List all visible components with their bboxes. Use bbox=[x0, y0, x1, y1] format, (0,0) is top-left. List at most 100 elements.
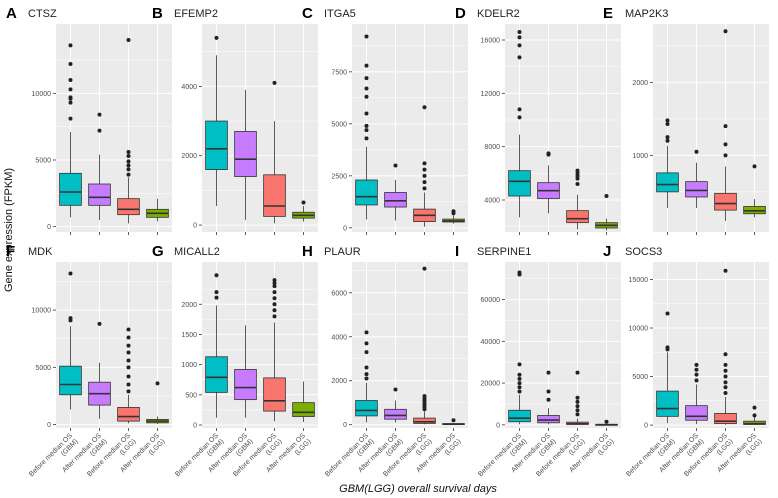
outlier-point bbox=[272, 308, 277, 313]
y-tick-label: 4000 bbox=[484, 198, 500, 205]
panel-title: SERPINE1 bbox=[477, 246, 531, 258]
y-tick-label: 12000 bbox=[481, 91, 501, 98]
outlier-point bbox=[68, 43, 73, 48]
outlier-point bbox=[546, 397, 551, 402]
outlier-point bbox=[364, 76, 369, 81]
box-body bbox=[685, 405, 708, 421]
outlier-point bbox=[665, 138, 670, 143]
outlier-point bbox=[126, 172, 131, 177]
outlier-point bbox=[272, 290, 277, 295]
outlier-point bbox=[214, 295, 219, 300]
outlier-point bbox=[575, 412, 580, 417]
box-2 bbox=[537, 370, 560, 425]
outlier-point bbox=[97, 112, 102, 117]
outlier-point bbox=[364, 136, 369, 141]
outlier-point bbox=[723, 29, 728, 34]
outlier-point bbox=[422, 394, 427, 399]
y-tick-label: 60000 bbox=[481, 297, 501, 304]
outlier-point bbox=[517, 376, 522, 381]
outlier-point bbox=[364, 94, 369, 99]
y-tick-label: 8000 bbox=[484, 144, 500, 151]
outlier-point bbox=[97, 321, 102, 326]
x-axis-title: GBM(LGG) overall survival days bbox=[339, 483, 497, 495]
box-body bbox=[117, 198, 140, 216]
outlier-point bbox=[272, 80, 277, 85]
outlier-point bbox=[214, 273, 219, 278]
y-tick-label: 0 bbox=[343, 225, 347, 232]
box-2 bbox=[88, 112, 111, 220]
box-1 bbox=[656, 118, 679, 208]
box-4 bbox=[146, 198, 169, 222]
box-3 bbox=[714, 29, 737, 222]
outlier-point bbox=[546, 151, 551, 156]
outlier-point bbox=[546, 389, 551, 394]
panel-ctsz: A CTSZ 0 5000 10000 bbox=[6, 5, 172, 235]
outlier-point bbox=[68, 271, 73, 276]
outlier-point bbox=[517, 35, 522, 40]
plot-background bbox=[653, 24, 769, 232]
panel-title: PLAUR bbox=[324, 246, 361, 258]
box-4 bbox=[442, 209, 465, 224]
outlier-point bbox=[126, 389, 131, 394]
box-body bbox=[508, 170, 531, 197]
y-tick-label: 500 bbox=[185, 392, 197, 399]
outlier-point bbox=[723, 124, 728, 129]
outlier-point bbox=[422, 186, 427, 191]
y-tick-label: 2000 bbox=[331, 378, 347, 385]
box-body bbox=[355, 400, 378, 417]
box-1 bbox=[59, 271, 82, 410]
outlier-point bbox=[126, 154, 131, 158]
y-tick-label: 16000 bbox=[481, 38, 501, 45]
outlier-point bbox=[126, 335, 131, 340]
panel-efemp2: B EFEMP2 0 2000 4000 bbox=[152, 5, 318, 235]
outlier-point bbox=[723, 352, 728, 357]
box-body bbox=[205, 120, 228, 170]
box-body bbox=[413, 417, 436, 424]
outlier-point bbox=[422, 161, 427, 166]
outlier-point bbox=[126, 327, 131, 332]
outlier-point bbox=[301, 200, 306, 205]
y-tick-label: 5000 bbox=[331, 121, 347, 128]
box-1 bbox=[508, 30, 531, 218]
y-tick-label: 5000 bbox=[35, 365, 51, 372]
box-body bbox=[566, 210, 589, 224]
box-2 bbox=[384, 387, 407, 423]
box-body bbox=[714, 192, 737, 211]
outlier-point bbox=[68, 78, 73, 82]
y-tick-label: 40000 bbox=[481, 339, 501, 346]
box-body bbox=[234, 369, 257, 401]
box-body bbox=[59, 365, 82, 396]
outlier-point bbox=[752, 413, 757, 418]
box-3 bbox=[413, 266, 436, 425]
outlier-point bbox=[364, 341, 369, 346]
box-3 bbox=[263, 80, 286, 224]
outlier-point bbox=[364, 34, 369, 39]
outlier-point bbox=[364, 365, 369, 370]
y-tick-label: 0 bbox=[47, 422, 51, 429]
box-3 bbox=[263, 278, 286, 422]
box-4 bbox=[292, 200, 315, 222]
box-2 bbox=[88, 321, 111, 419]
box-4 bbox=[442, 418, 465, 426]
outlier-point bbox=[126, 163, 131, 168]
outlier-point bbox=[665, 311, 670, 316]
box-2 bbox=[234, 325, 257, 418]
box-4 bbox=[595, 194, 618, 231]
y-tick-label: 2000 bbox=[181, 153, 197, 160]
outlier-point bbox=[422, 266, 427, 271]
outlier-point bbox=[752, 164, 757, 169]
outlier-point bbox=[272, 314, 277, 319]
outlier-point bbox=[68, 116, 73, 121]
box-body bbox=[537, 415, 560, 424]
box-body bbox=[292, 402, 315, 417]
box-3 bbox=[413, 105, 436, 227]
outlier-point bbox=[575, 370, 580, 375]
outlier-point bbox=[723, 385, 728, 390]
panel-letter: B bbox=[152, 5, 163, 22]
panel-letter: E bbox=[603, 5, 613, 22]
panel-title: SOCS3 bbox=[625, 246, 662, 258]
outlier-point bbox=[155, 381, 160, 386]
